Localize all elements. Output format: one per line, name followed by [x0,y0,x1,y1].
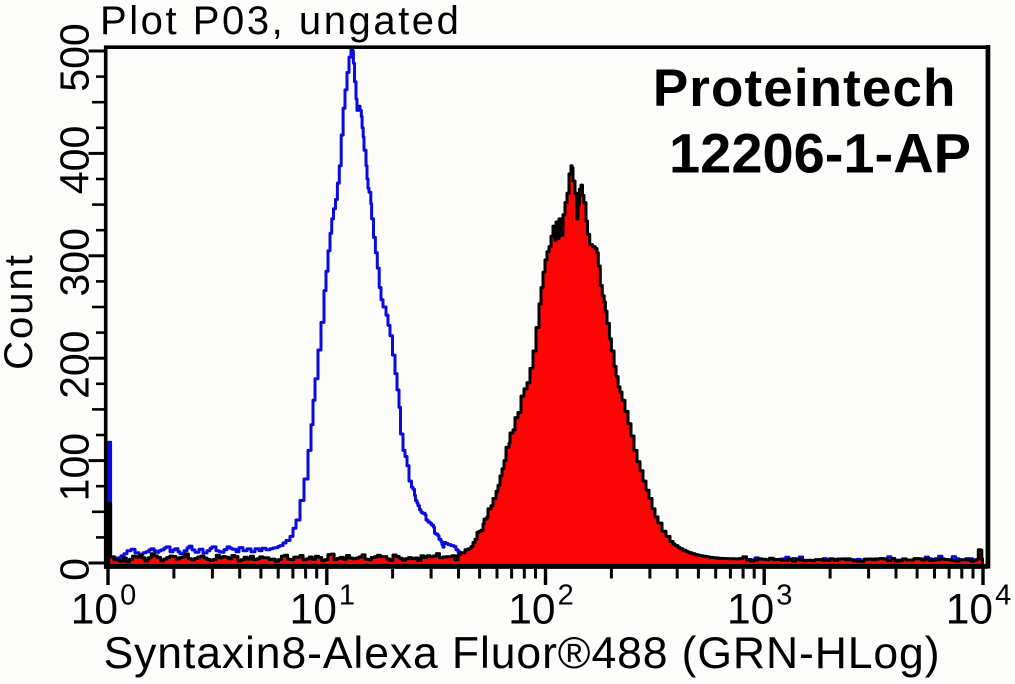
svg-text:300: 300 [52,228,98,296]
svg-text:500: 500 [52,23,98,91]
svg-text:Proteintech: Proteintech [653,59,957,118]
svg-text:12206-1-AP: 12206-1-AP [669,122,971,185]
svg-text:0: 0 [52,558,98,581]
svg-text:100: 100 [71,580,136,634]
svg-text:400: 400 [52,126,98,194]
svg-text:Count: Count [0,253,41,370]
svg-text:Plot P03, ungated: Plot P03, ungated [100,0,461,43]
svg-text:100: 100 [52,433,98,501]
svg-text:200: 200 [52,330,98,398]
svg-text:Syntaxin8-Alexa Fluor®488 (GRN: Syntaxin8-Alexa Fluor®488 (GRN-HLog) [104,629,941,678]
